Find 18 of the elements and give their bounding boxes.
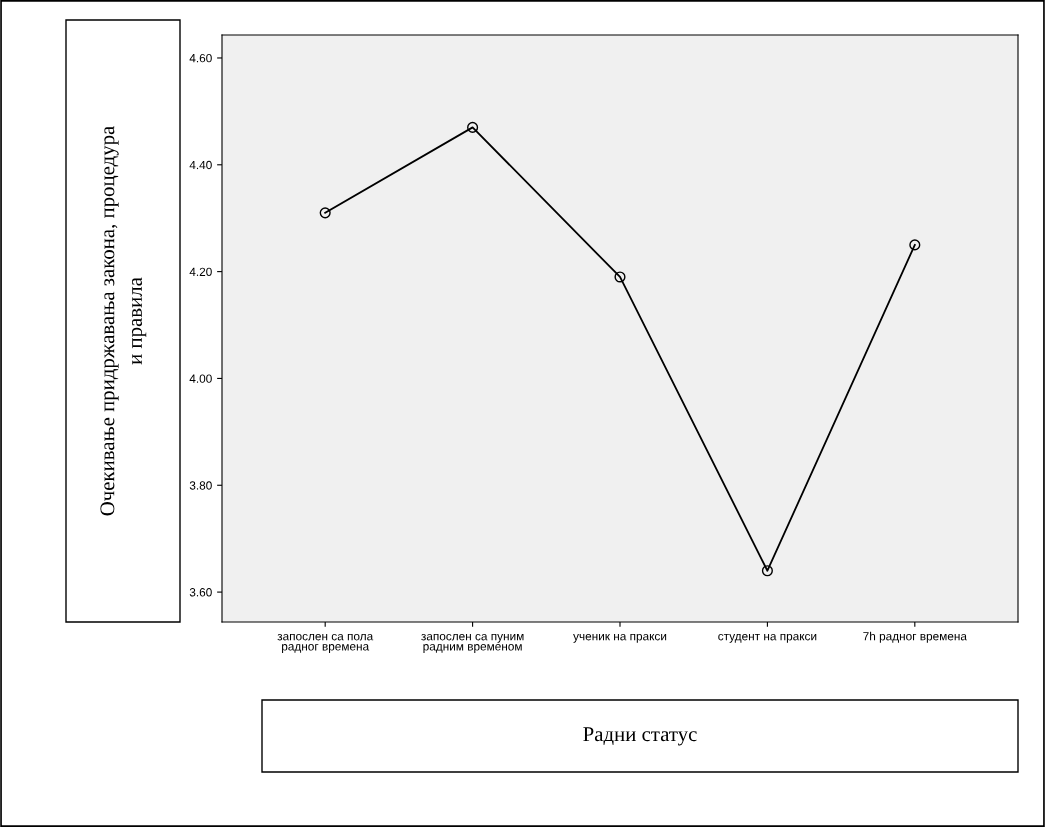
point [614,271,626,283]
x-tick-label: 7h радног времена [863,631,967,643]
x-axis-title: Радни статус [583,727,697,746]
y-tick-label: 4.20 [189,267,212,277]
point [909,239,921,251]
y-tick-label: 3.60 [189,588,212,597]
point [319,207,331,219]
point [467,121,479,133]
y-tick-label: 4.00 [189,374,212,383]
y-tick-label: 3.80 [189,481,212,490]
x-tick-label: запослен са пуним радним временом [421,633,524,653]
y-tick-label: 4.40 [189,160,212,170]
y-tick-label: 4.60 [189,54,212,63]
x-tick-label: студент на пракси [718,633,817,643]
y-axis-title: Очекивање придржавања закона, процедура и правила [100,126,147,516]
x-tick-label: ученик на пракси [573,633,667,643]
point [761,565,773,577]
x-tick-label: запослен са пола радног времена [277,633,374,653]
